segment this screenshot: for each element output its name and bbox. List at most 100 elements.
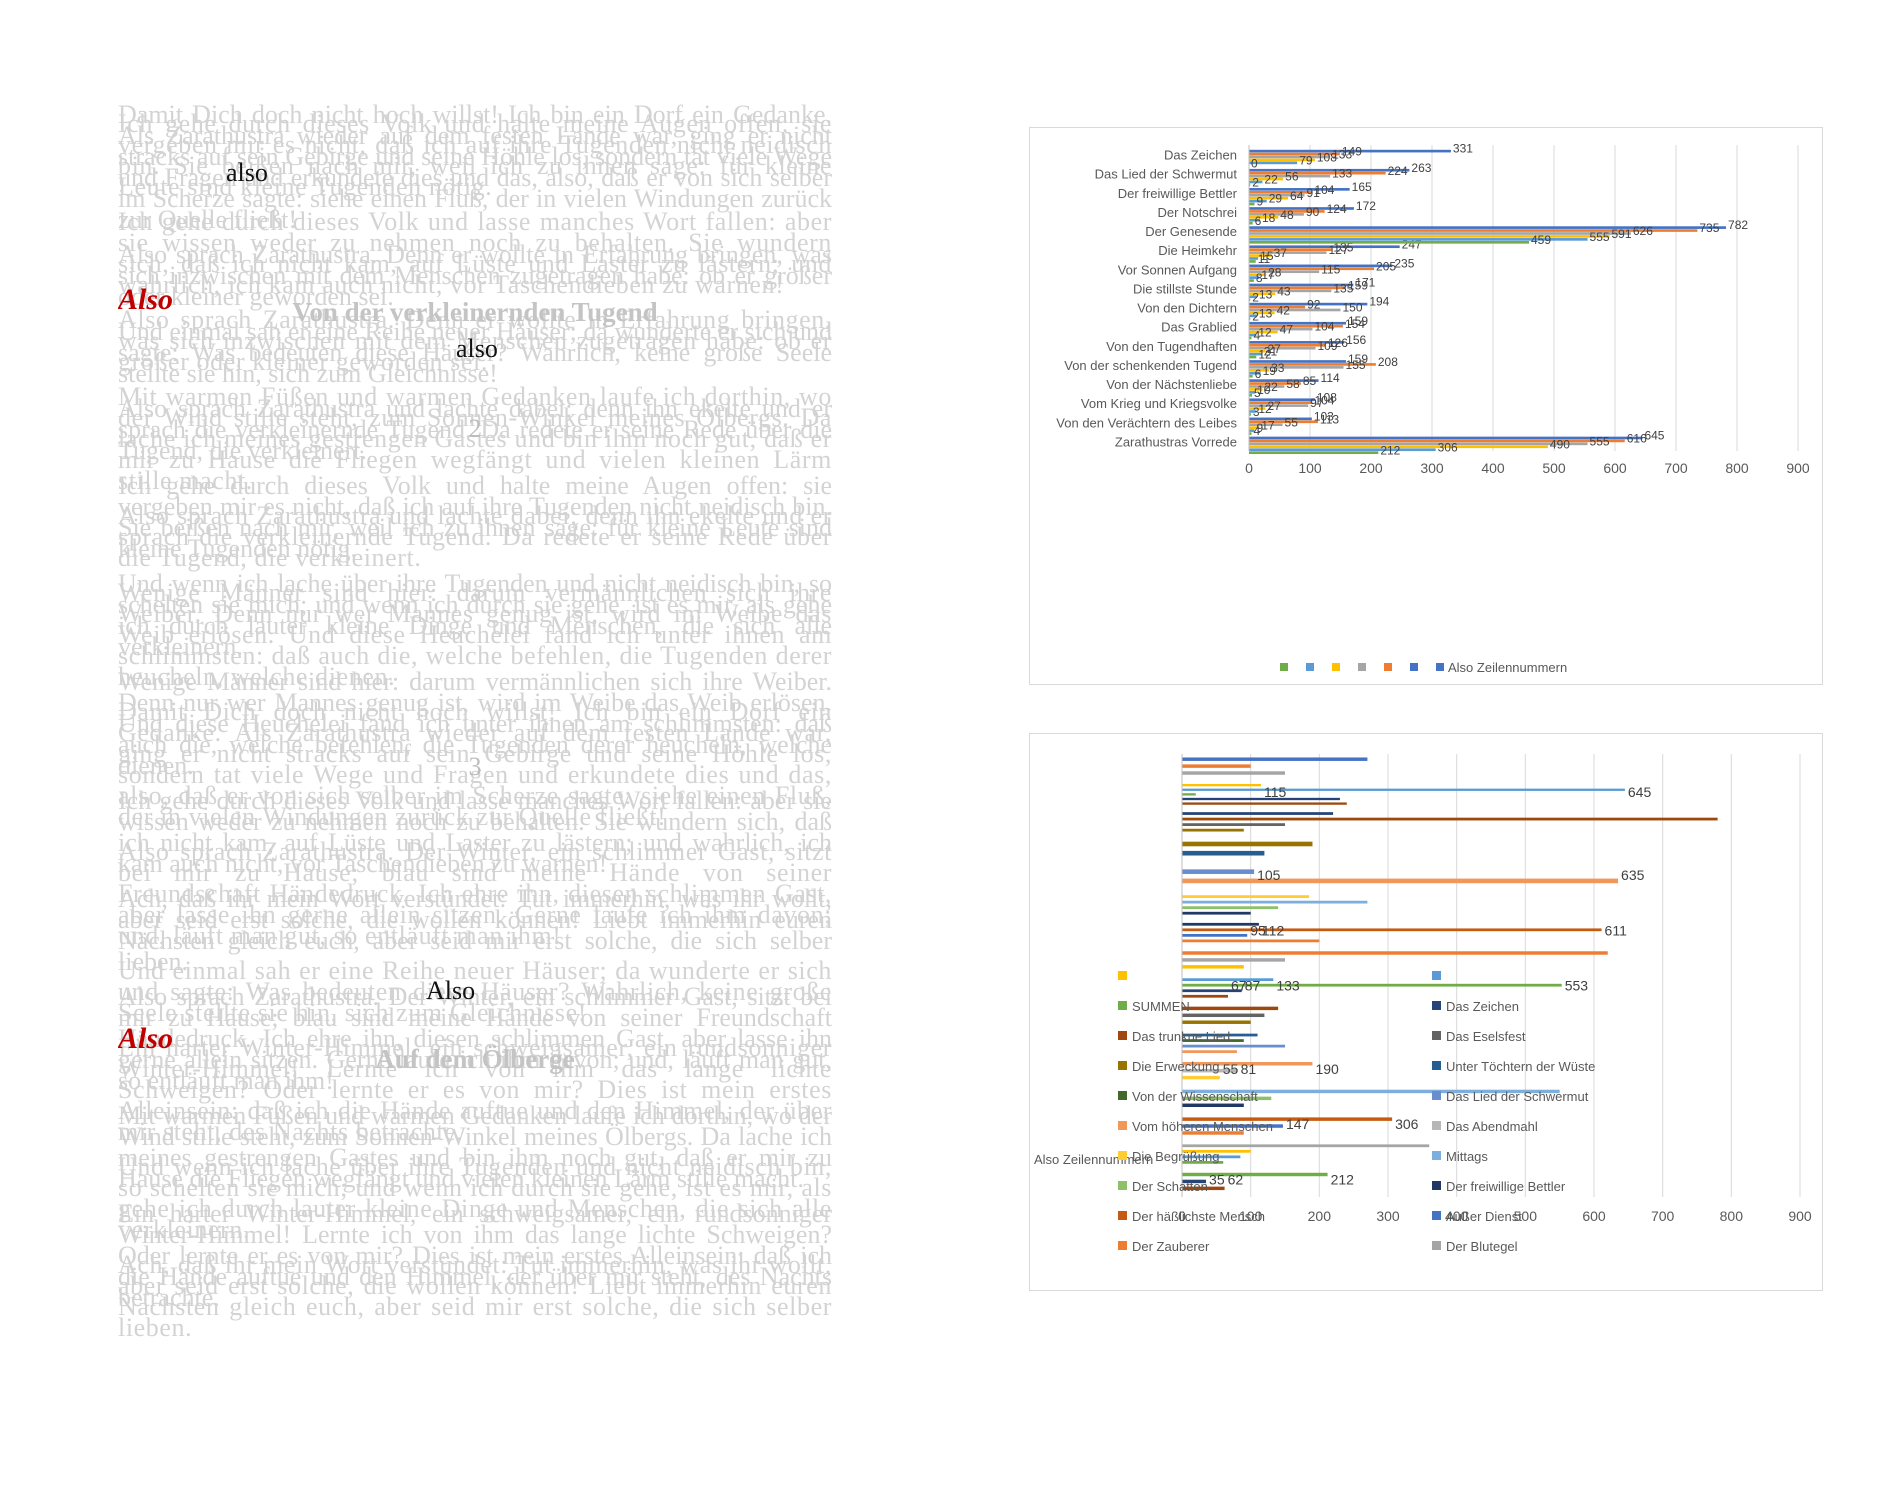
- bar: [1182, 989, 1242, 993]
- paragraph: Mit warmen Füßen und warmen Gedanken lau…: [118, 1101, 832, 1193]
- bar: [1182, 788, 1625, 791]
- bar: [1249, 442, 1588, 446]
- bar: [1249, 279, 1254, 282]
- bar: [1249, 190, 1313, 194]
- bar: [1249, 371, 1261, 375]
- data-label: 155: [1346, 358, 1366, 372]
- legend-swatch: [1432, 1121, 1441, 1130]
- data-label: 56: [1285, 170, 1299, 184]
- data-label: 115: [1264, 784, 1287, 800]
- section-number: 2: [468, 414, 482, 443]
- data-label: 12: [1258, 326, 1272, 340]
- paragraph: Also sprach Zarathustra. Denn er wollte …: [118, 240, 832, 311]
- x-tick-label: 500: [1514, 1208, 1538, 1224]
- bar: [1182, 1103, 1244, 1108]
- x-tick-label: 100: [1298, 460, 1322, 476]
- bar: [1249, 283, 1354, 287]
- bar: [1249, 213, 1304, 216]
- data-label: 33: [1271, 361, 1285, 375]
- data-label: 6: [1255, 367, 1262, 381]
- category-label: Von den Verächtern des Leibes: [1056, 415, 1237, 430]
- bar: [1249, 196, 1289, 200]
- section-heading: Auf dem Ölberge: [375, 1044, 575, 1074]
- bar: [1249, 382, 1301, 385]
- bar: [1249, 311, 1275, 315]
- bar: [1249, 439, 1625, 443]
- data-label: 306: [1438, 440, 1458, 454]
- bar: [1249, 420, 1318, 424]
- legend-label: Das Eselsfest: [1446, 1029, 1526, 1044]
- text-layer-1: Damit Dich doch nicht hoch willst! Ich b…: [118, 104, 832, 1322]
- data-label: 10: [1257, 383, 1271, 397]
- bar: [1182, 983, 1562, 987]
- data-label: 105: [1257, 867, 1281, 883]
- data-label: 19: [1263, 364, 1277, 378]
- data-label: 17: [1261, 418, 1275, 432]
- bar: [1249, 314, 1257, 318]
- data-label: 165: [1352, 180, 1372, 194]
- bar: [1182, 817, 1718, 821]
- data-label: 154: [1345, 317, 1365, 331]
- data-label: 555: [1590, 434, 1610, 448]
- data-label: 35: [1209, 1172, 1225, 1188]
- bar: [1182, 1149, 1251, 1153]
- paragraph: Also sprach Zarathustra. Der Winter, ein…: [118, 837, 832, 950]
- bar: [1249, 276, 1260, 279]
- legend-swatch: [1432, 1031, 1441, 1040]
- bar: [1249, 260, 1256, 263]
- bar: [1249, 349, 1266, 353]
- bar: [1182, 1068, 1238, 1073]
- bar: [1182, 922, 1259, 926]
- legend-swatch: [1118, 1061, 1127, 1070]
- paragraph: Ach, daß ihr mein Wort verstündet: Tut i…: [118, 1250, 832, 1342]
- legend-swatch: [1118, 1181, 1127, 1190]
- bar: [1182, 850, 1265, 856]
- bar: [1249, 193, 1305, 197]
- bar: [1182, 951, 1608, 955]
- data-label: 108: [1317, 390, 1337, 404]
- legend-swatch: [1118, 1031, 1127, 1040]
- bar: [1182, 1033, 1258, 1037]
- bar: [1182, 1039, 1244, 1042]
- paragraph: Ach, daß ihr mein Wort verstündet: Tut i…: [118, 884, 832, 976]
- bar: [1249, 152, 1340, 156]
- data-label: 635: [1621, 867, 1645, 883]
- bar: [1249, 245, 1400, 249]
- data-label: 13: [1259, 306, 1273, 320]
- x-tick-label: 900: [1788, 1208, 1812, 1224]
- data-label: 55: [1223, 1061, 1239, 1077]
- x-tick-label: 700: [1664, 460, 1688, 476]
- x-tick-label: 400: [1445, 1208, 1469, 1224]
- bar: [1249, 232, 1631, 235]
- legend-swatch: [1436, 663, 1444, 671]
- data-label: 115: [1321, 262, 1340, 276]
- data-label: 6: [1255, 214, 1262, 228]
- bar: [1249, 215, 1279, 219]
- legend-swatch: [1432, 1151, 1441, 1160]
- data-label: 735: [1699, 221, 1719, 235]
- legend-swatch: [1358, 663, 1366, 671]
- legend-label: Der Blutegel: [1446, 1239, 1518, 1254]
- bar: [1182, 1179, 1207, 1184]
- bar: [1182, 828, 1244, 832]
- category-label: Das Lied der Schwermut: [1095, 167, 1238, 182]
- data-label: 18: [1262, 211, 1276, 225]
- data-label: 85: [1303, 374, 1317, 388]
- category-label: Vom Krieg und Kriegsvolke: [1081, 396, 1237, 411]
- data-label: 114: [1321, 371, 1340, 385]
- data-label: 626: [1633, 224, 1653, 238]
- data-label: 2: [1252, 309, 1259, 323]
- bar: [1249, 289, 1332, 293]
- data-label: 645: [1628, 784, 1652, 800]
- bar: [1249, 229, 1698, 232]
- x-tick-label: 0: [1178, 1208, 1186, 1224]
- legend-swatch: [1432, 1091, 1441, 1100]
- x-tick-label: 200: [1359, 460, 1383, 476]
- data-label: 8: [1256, 271, 1263, 285]
- legend-label: SUMMEN: [1132, 999, 1190, 1014]
- bar: [1249, 317, 1251, 321]
- bar: [1249, 177, 1284, 181]
- data-label: 22: [1264, 380, 1278, 394]
- legend-swatch: [1384, 663, 1392, 671]
- legend-swatch: [1432, 971, 1441, 980]
